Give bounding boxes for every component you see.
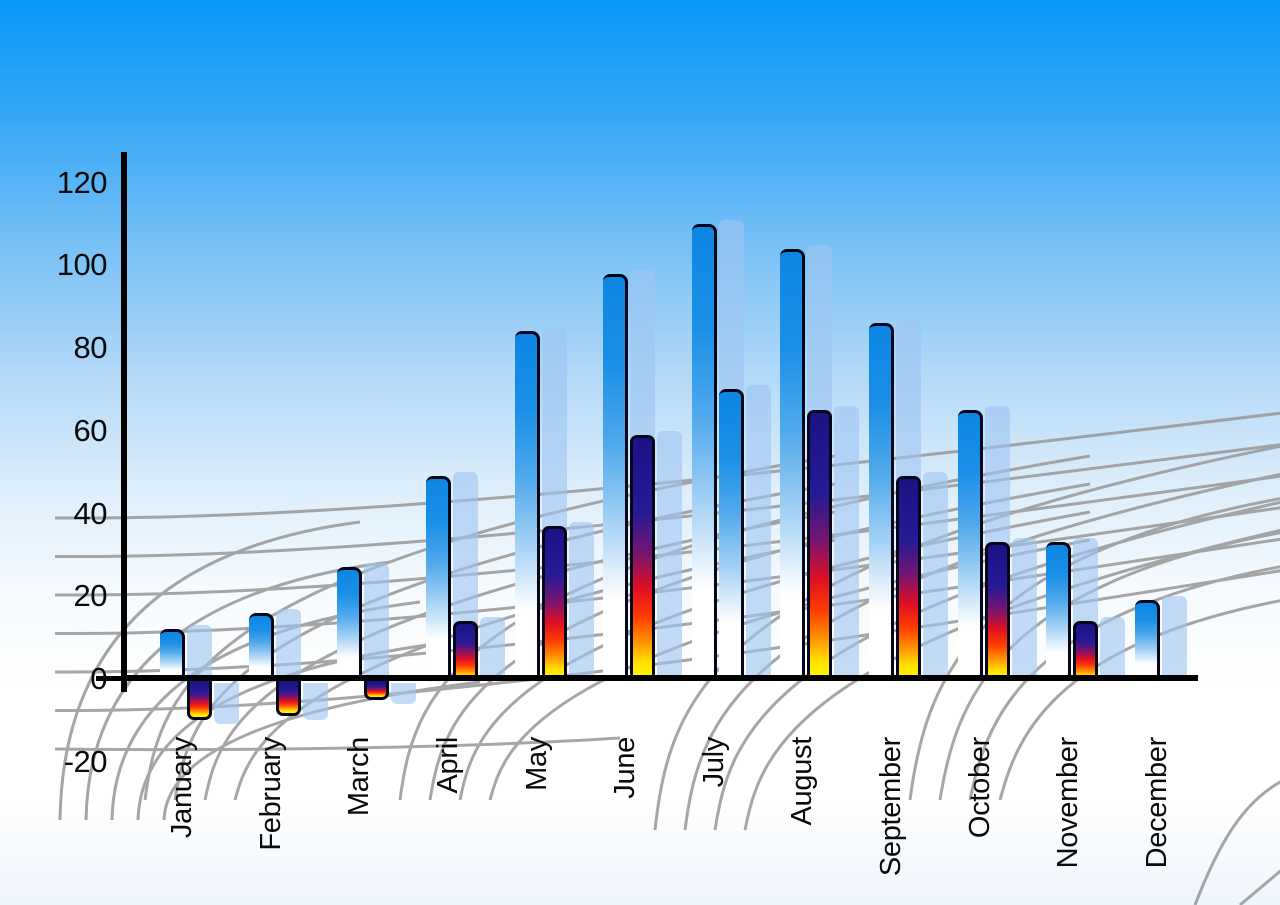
primary-bar-august xyxy=(780,248,806,680)
secondary-bar-shadow xyxy=(745,385,771,677)
x-axis-line xyxy=(122,675,1198,681)
zero-tick-mark xyxy=(96,676,126,681)
secondary-bar-shadow xyxy=(834,406,860,677)
primary-bar-shadow xyxy=(1162,596,1188,677)
secondary-bar-august xyxy=(807,410,833,680)
month-label-august: August xyxy=(786,737,819,826)
month-label-october: October xyxy=(963,737,996,839)
secondary-bar-shadow xyxy=(1011,538,1037,677)
month-label-march: March xyxy=(343,737,376,817)
primary-bar-february xyxy=(248,612,274,680)
y-tick-label-40: 40 xyxy=(73,495,108,531)
y-tick-label--20: -20 xyxy=(63,743,108,779)
primary-bar-october xyxy=(957,410,983,680)
secondary-bar-shadow xyxy=(214,683,239,725)
secondary-bar-september xyxy=(896,476,922,680)
month-label-july: July xyxy=(697,737,730,788)
y-tick-label-120: 120 xyxy=(56,164,108,200)
secondary-bar-shadow xyxy=(657,430,683,677)
y-axis-line xyxy=(121,152,127,692)
primary-bar-november xyxy=(1046,542,1072,680)
month-label-september: September xyxy=(875,737,908,877)
primary-bar-march xyxy=(337,567,363,680)
y-tick-label-20: 20 xyxy=(73,578,108,614)
primary-bar-april xyxy=(425,476,451,680)
secondary-bar-february xyxy=(275,681,301,717)
secondary-bar-shadow xyxy=(479,617,505,677)
primary-bar-shadow xyxy=(187,625,212,677)
month-label-april: April xyxy=(431,737,464,794)
secondary-bar-shadow xyxy=(923,472,949,677)
primary-bar-june xyxy=(603,273,629,680)
secondary-bar-november xyxy=(1073,621,1099,680)
primary-bar-may xyxy=(514,331,540,680)
y-tick-label-80: 80 xyxy=(73,330,108,365)
y-tick-label-0: 0 xyxy=(90,661,107,696)
secondary-bar-june xyxy=(630,434,656,680)
secondary-bar-july xyxy=(718,389,744,680)
month-label-december: December xyxy=(1141,737,1174,869)
secondary-bar-shadow xyxy=(391,683,417,704)
secondary-bar-october xyxy=(984,542,1010,680)
primary-bar-december xyxy=(1135,600,1161,680)
secondary-bar-shadow xyxy=(1100,617,1126,677)
secondary-bar-april xyxy=(452,621,478,680)
y-tick-label-60: 60 xyxy=(73,412,108,448)
primary-bar-july xyxy=(691,223,717,680)
secondary-bar-shadow xyxy=(568,521,594,677)
secondary-bar-march xyxy=(364,681,390,700)
primary-bar-september xyxy=(869,323,895,680)
month-label-january: January xyxy=(166,737,198,839)
secondary-bar-january xyxy=(187,681,212,721)
month-label-june: June xyxy=(609,737,642,799)
primary-bar-shadow xyxy=(275,608,301,677)
month-label-february: February xyxy=(254,737,287,851)
secondary-bar-may xyxy=(541,525,567,680)
month-label-november: November xyxy=(1052,737,1085,869)
primary-bar-shadow xyxy=(364,563,390,677)
primary-bar-january xyxy=(160,629,185,680)
secondary-bar-shadow xyxy=(302,683,328,721)
y-tick-label-100: 100 xyxy=(56,247,108,283)
month-label-may: May xyxy=(520,737,553,791)
